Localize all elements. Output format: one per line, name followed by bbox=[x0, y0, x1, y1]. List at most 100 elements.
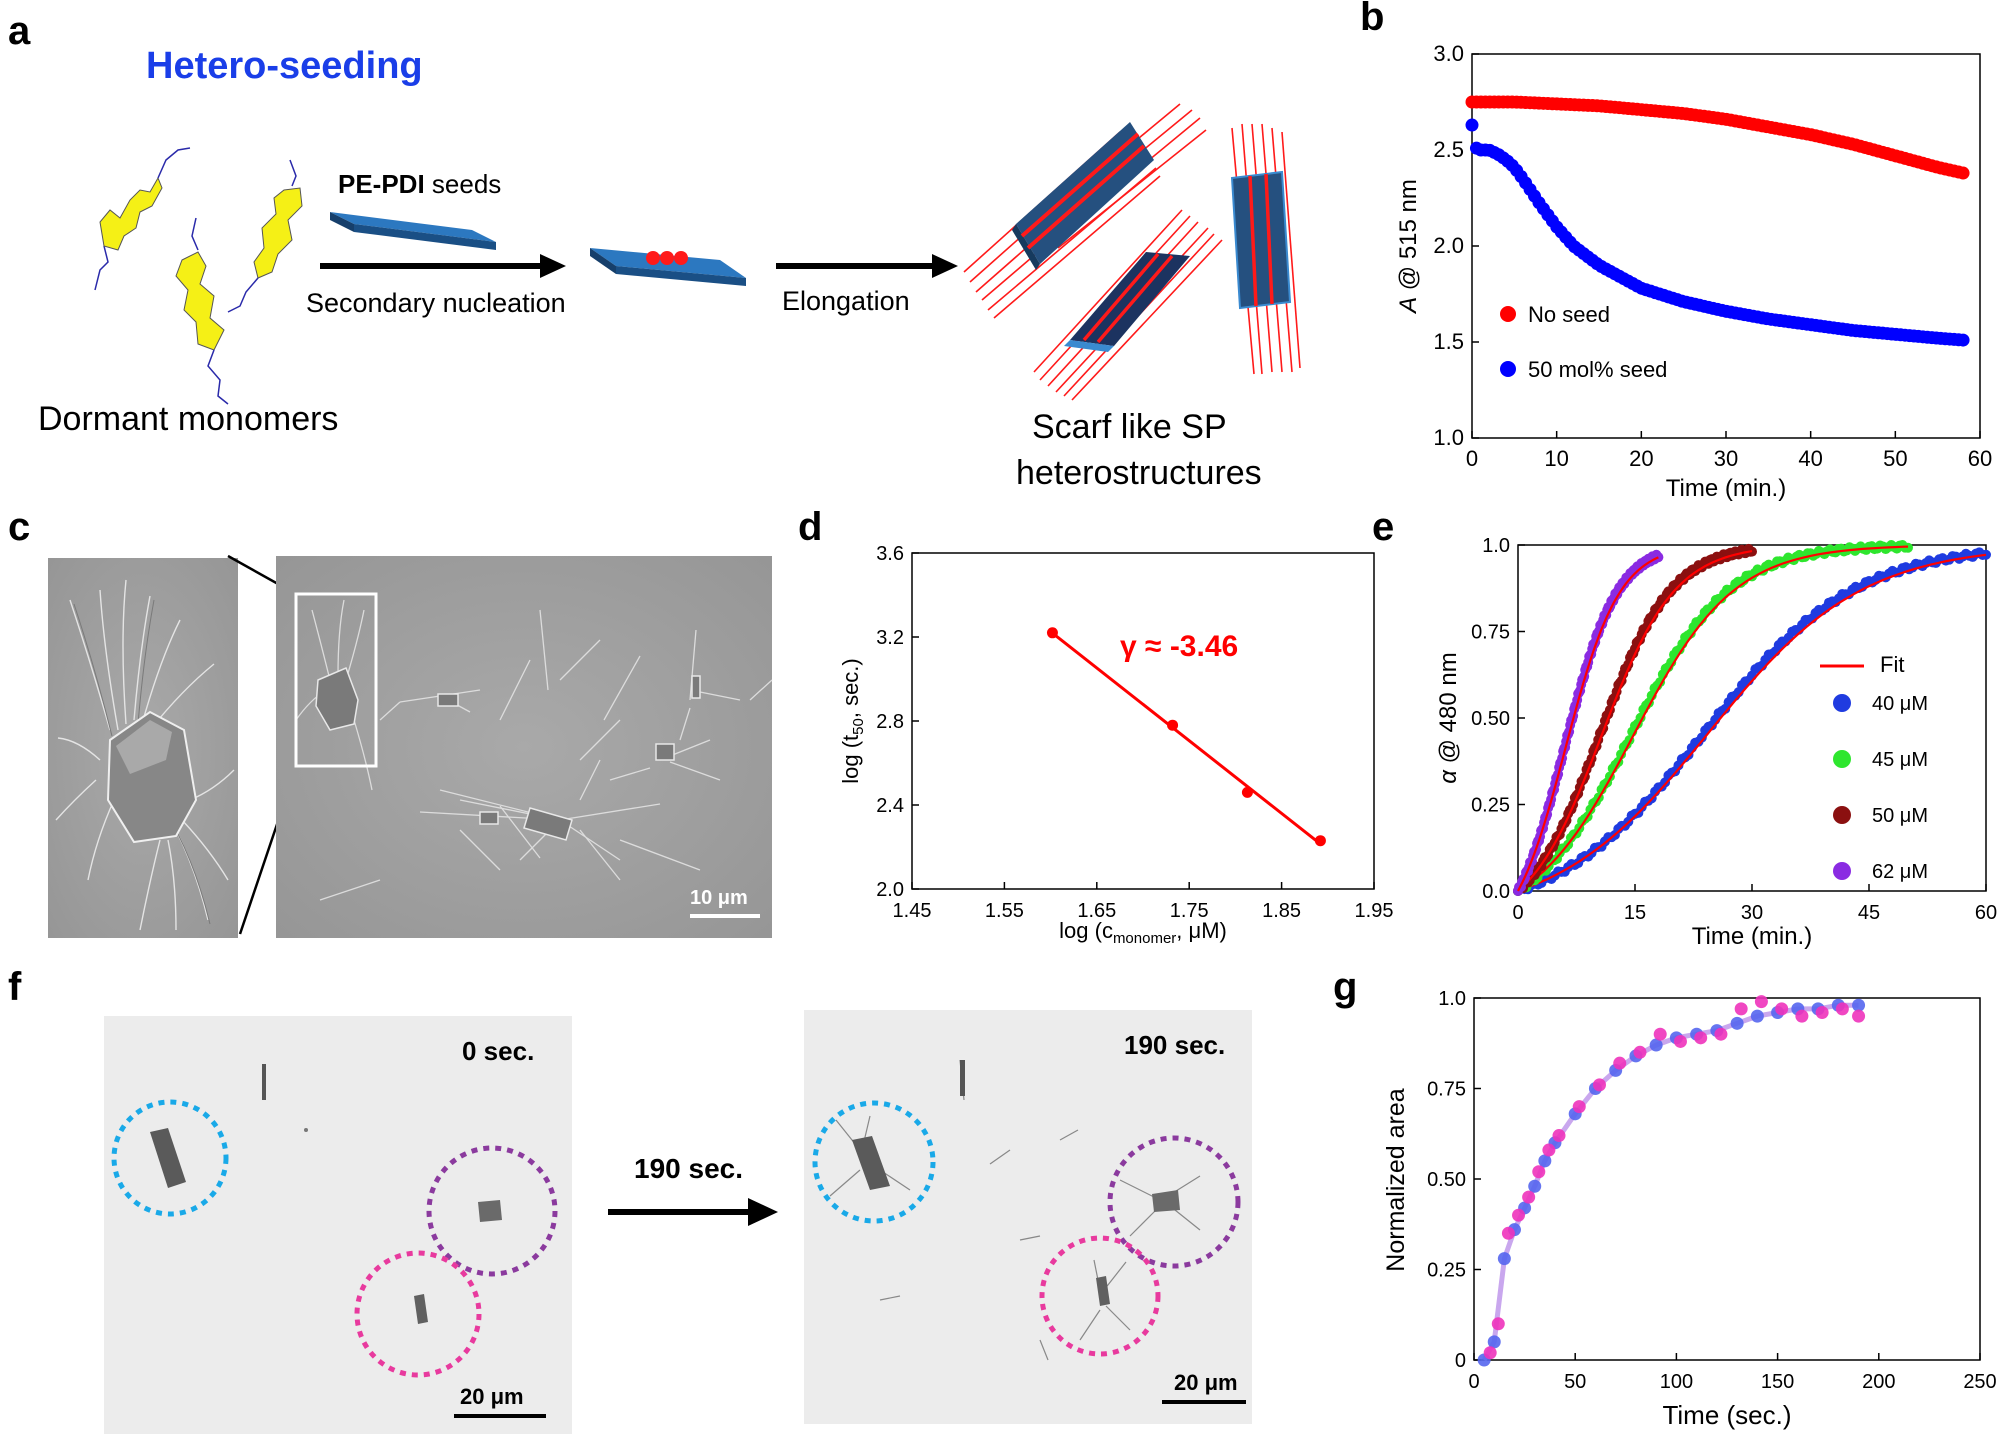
legend-e-swatch-2 bbox=[1833, 806, 1851, 824]
chart-g-xlabel: Time (sec.) bbox=[1662, 1400, 1791, 1430]
chart-g-point-magenta bbox=[1694, 1031, 1708, 1045]
chart-g-ytick-label: 0.50 bbox=[1427, 1169, 1466, 1191]
chart-d-fit-line bbox=[1051, 631, 1322, 846]
chart-e-point-0 bbox=[1981, 549, 1991, 560]
heterostructure-3 bbox=[1230, 123, 1301, 375]
panel-label-f: f bbox=[8, 965, 22, 1009]
chart-g-xtick-label: 100 bbox=[1660, 1371, 1693, 1393]
monomer-2 bbox=[175, 217, 229, 405]
legend-b-swatch-no-seed bbox=[1500, 306, 1516, 322]
heterostructure-1 bbox=[963, 103, 1207, 319]
arrow-head-2 bbox=[932, 254, 958, 278]
legend-e-label-3: 62 μM bbox=[1872, 861, 1928, 883]
chart-d-xtick-label: 1.75 bbox=[1170, 900, 1209, 922]
circle-blue-0 bbox=[111, 1099, 229, 1217]
chart-e-xtick-label: 0 bbox=[1512, 902, 1523, 924]
panel-label-b: b bbox=[1360, 0, 1384, 39]
chart-b-ytick-label: 1.5 bbox=[1433, 329, 1464, 354]
chart-g-point-magenta bbox=[1532, 1165, 1546, 1179]
chart-g-point-blue bbox=[1538, 1154, 1552, 1168]
chart-b-point-no-seed bbox=[1956, 166, 1970, 180]
chart-g-point-blue bbox=[1730, 1016, 1744, 1030]
panel-label-c: c bbox=[8, 505, 30, 549]
chart-g-point-magenta bbox=[1795, 1009, 1809, 1023]
chart-g-ylabel: Normalized area bbox=[1382, 1088, 1410, 1272]
chart-b-xtick-label: 0 bbox=[1466, 446, 1478, 471]
chart-d-xtick-label: 1.45 bbox=[893, 900, 932, 922]
secondary-nucleation-label: Secondary nucleation bbox=[306, 288, 566, 318]
chart-e-fit-curve-2 bbox=[1517, 550, 1753, 892]
chart-e-point-3 bbox=[1653, 552, 1664, 563]
chart-g-point-blue bbox=[1487, 1335, 1501, 1349]
sem-overview-fibers bbox=[295, 599, 773, 901]
chart-b: 0 10 20 30 40 50 601.01.52.02.53.0 A @ 515 nm … bbox=[1395, 41, 1992, 502]
chart-d-xtick-label: 1.95 bbox=[1355, 900, 1394, 922]
chart-g-point-magenta bbox=[1552, 1129, 1566, 1143]
chart-d-xlabel: log (cmonomer, μM) bbox=[1059, 918, 1227, 947]
chart-d-gamma-annotation: γ ≈ -3.46 bbox=[1120, 630, 1238, 663]
legend-b-swatch-seed bbox=[1500, 361, 1516, 377]
chart-d-frame bbox=[911, 552, 1375, 890]
chart-g-point-magenta bbox=[1483, 1346, 1497, 1360]
monomer-3 bbox=[227, 159, 303, 313]
chart-g-point-blue bbox=[1497, 1252, 1511, 1266]
chart-b-xtick-label: 60 bbox=[1968, 446, 1992, 471]
chart-g-trend-line bbox=[1481, 1002, 1859, 1362]
chart-d-ytick-label: 2.0 bbox=[876, 879, 904, 901]
chart-b-ytick-label: 1.0 bbox=[1433, 425, 1464, 450]
chart-d-ytick-label: 2.4 bbox=[876, 795, 904, 817]
chart-e-ytick-label: 0.25 bbox=[1471, 795, 1510, 817]
legend-e-swatch-3 bbox=[1833, 862, 1851, 880]
chart-g-point-magenta bbox=[1512, 1208, 1526, 1222]
chart-g-ytick-label: 0 bbox=[1455, 1350, 1466, 1372]
chart-e-point-1 bbox=[1903, 542, 1913, 553]
chart-g-frame bbox=[1473, 997, 1981, 1361]
chart-g-xtick-label: 250 bbox=[1963, 1371, 1996, 1393]
circle-purple-0 bbox=[426, 1145, 558, 1277]
chart-g-point-magenta bbox=[1572, 1100, 1586, 1114]
chart-g-ytick-label: 0.75 bbox=[1427, 1079, 1466, 1101]
chart-e-fit-curve-0 bbox=[1517, 553, 1987, 893]
chart-g-point-magenta bbox=[1775, 1002, 1789, 1016]
chart-e-xtick-label: 30 bbox=[1741, 902, 1763, 924]
chart-g-ytick-label: 0.25 bbox=[1427, 1260, 1466, 1282]
legend-b-seed: 50 mol% seed bbox=[1528, 357, 1667, 382]
chart-g-point-magenta bbox=[1522, 1190, 1536, 1204]
chart-b-ylabel: A @ 515 nm bbox=[1395, 179, 1422, 315]
chart-d-xtick-label: 1.65 bbox=[1077, 900, 1116, 922]
chart-b-xtick-label: 40 bbox=[1798, 446, 1822, 471]
legend-e-fit: Fit bbox=[1880, 652, 1904, 677]
legend-b-no-seed: No seed bbox=[1528, 302, 1610, 327]
chart-e: 0 15 30 45 60 0.0 0.25 0.50 0.75 1.0 α @ 480 nm T… bbox=[1435, 535, 1997, 950]
chart-b-xtick-label: 50 bbox=[1883, 446, 1907, 471]
frame-0-time: 0 sec. bbox=[462, 1036, 534, 1066]
chart-d-ytick-label: 3.2 bbox=[876, 627, 904, 649]
chart-g-point-magenta bbox=[1815, 1005, 1829, 1019]
panel-label-g: g bbox=[1333, 965, 1357, 1009]
chart-g-xtick-label: 0 bbox=[1468, 1371, 1479, 1393]
chart-d-ylabel: log (t50, sec.) bbox=[838, 658, 867, 784]
chart-d-xtick-label: 1.85 bbox=[1262, 900, 1301, 922]
chart-g-point-magenta bbox=[1673, 1034, 1687, 1048]
chart-g-xtick-label: 200 bbox=[1862, 1371, 1895, 1393]
panel-label-d: d bbox=[798, 505, 822, 549]
arrow-f-head bbox=[748, 1198, 778, 1226]
chart-e-ytick-label: 0.0 bbox=[1482, 881, 1510, 903]
panel-label-e: e bbox=[1372, 505, 1394, 549]
chart-b-ytick-label: 3.0 bbox=[1433, 41, 1464, 66]
chart-g-point-blue bbox=[1649, 1038, 1663, 1052]
chart-g-point-magenta bbox=[1754, 995, 1768, 1009]
chart-g-point-magenta bbox=[1491, 1317, 1505, 1331]
dormant-monomers-label: Dormant monomers bbox=[38, 400, 338, 438]
chart-d-point bbox=[1046, 627, 1058, 639]
chart-e-xlabel: Time (min.) bbox=[1692, 923, 1812, 950]
heterostructure-2 bbox=[1033, 209, 1223, 401]
chart-g-point-magenta bbox=[1852, 1009, 1866, 1023]
nucleated-seed bbox=[590, 248, 746, 286]
chart-b-xtick-label: 20 bbox=[1629, 446, 1653, 471]
chart-g-point-blue bbox=[1750, 1009, 1764, 1023]
chart-e-frame bbox=[1517, 544, 1987, 892]
chart-g-point-blue bbox=[1528, 1179, 1542, 1193]
sem-overview-image bbox=[276, 556, 772, 938]
